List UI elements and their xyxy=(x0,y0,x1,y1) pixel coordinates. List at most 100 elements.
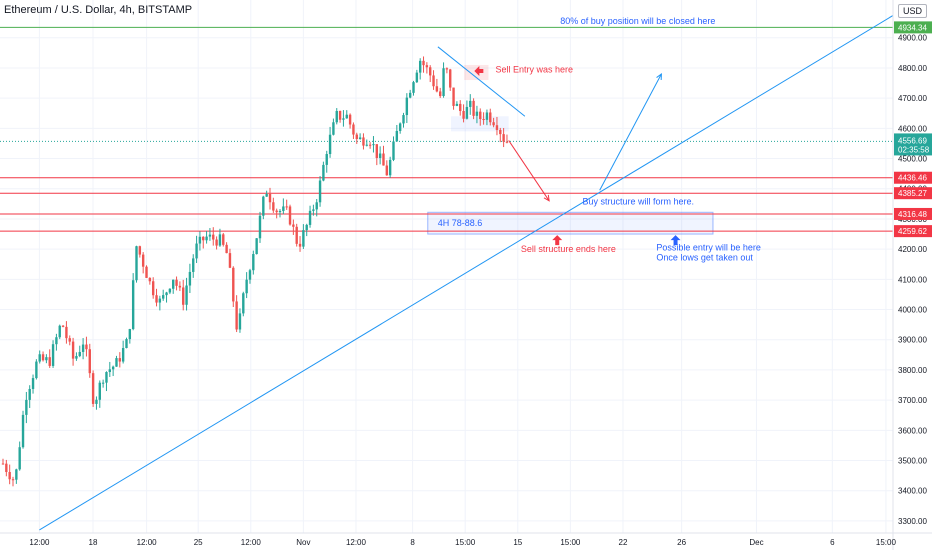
candle-body xyxy=(472,100,475,116)
candle-body xyxy=(308,210,312,225)
x-tick-label: 12:00 xyxy=(346,538,367,547)
candle-body xyxy=(285,206,288,208)
level-price-tag xyxy=(894,207,932,220)
candle-body xyxy=(218,234,222,246)
level-price-label: 4436.46 xyxy=(898,174,927,183)
candle-body xyxy=(248,270,252,280)
candle-body xyxy=(121,348,125,362)
candle-body xyxy=(298,243,302,247)
trendline xyxy=(508,140,550,202)
candle-body xyxy=(492,122,495,126)
candle-body xyxy=(462,110,465,119)
y-tick-label: 4600.00 xyxy=(898,124,927,133)
candle-body xyxy=(5,463,8,473)
candle-body xyxy=(158,298,162,303)
y-tick-label: 3700.00 xyxy=(898,396,927,405)
candle-body xyxy=(475,111,479,116)
y-tick-label: 4900.00 xyxy=(898,34,927,43)
candle-body xyxy=(489,112,492,123)
candle-body xyxy=(162,295,165,299)
candle-body xyxy=(55,337,58,345)
candle-body xyxy=(358,137,362,139)
candle-body xyxy=(252,254,255,271)
candle-body xyxy=(355,134,358,139)
candle-body xyxy=(479,111,482,120)
candle-body xyxy=(182,287,185,305)
candle-body xyxy=(318,180,322,203)
level-price-label: 4385.27 xyxy=(898,189,927,198)
x-tick-label: 8 xyxy=(410,538,415,547)
annotation-text: Sell Entry was here xyxy=(496,64,574,74)
x-tick-label: Dec xyxy=(749,538,763,547)
candle-body xyxy=(195,243,198,259)
countdown-label: 02:35:58 xyxy=(898,145,930,154)
candle-body xyxy=(95,399,98,404)
y-tick-label: 3900.00 xyxy=(898,336,927,345)
candle-body xyxy=(372,144,375,146)
candle-body xyxy=(435,86,439,92)
y-tick-label: 3300.00 xyxy=(898,517,927,526)
candle-body xyxy=(352,124,355,135)
x-tick-label: Nov xyxy=(296,538,310,547)
candle-body xyxy=(225,244,228,254)
candle-body xyxy=(45,357,48,361)
candle-body xyxy=(11,479,15,481)
candle-body xyxy=(61,325,65,327)
candle-body xyxy=(78,351,81,357)
candle-body xyxy=(215,239,218,246)
candle-body xyxy=(178,285,182,288)
candle-body xyxy=(111,366,115,370)
level-price-tag xyxy=(894,21,932,34)
x-tick-label: 15:00 xyxy=(876,538,897,547)
trendline xyxy=(437,46,526,117)
candle-body xyxy=(342,118,345,120)
candle-body xyxy=(1,463,5,465)
trendline xyxy=(599,73,662,191)
candle-body xyxy=(238,313,242,330)
candle-body xyxy=(258,215,262,239)
candle-body xyxy=(392,141,395,160)
candle-body xyxy=(212,234,215,240)
y-tick-label: 3600.00 xyxy=(898,426,927,435)
candle-body xyxy=(205,236,208,241)
fib-zone xyxy=(427,211,714,235)
x-tick-label: 22 xyxy=(619,538,628,547)
candle-body xyxy=(335,110,338,123)
level-price-tag xyxy=(894,187,932,200)
y-tick-label: 4200.00 xyxy=(898,245,927,254)
x-tick-label: 26 xyxy=(677,538,686,547)
candle-body xyxy=(422,60,425,66)
support-trendline xyxy=(39,7,907,531)
candles xyxy=(1,56,509,487)
candle-body xyxy=(398,123,402,131)
candle-body xyxy=(31,378,35,389)
candle-body xyxy=(322,164,325,181)
candle-body xyxy=(338,110,342,120)
level-price-tag xyxy=(894,225,932,238)
y-tick-label: 4500.00 xyxy=(898,155,927,164)
candle-body xyxy=(208,234,212,237)
candle-body xyxy=(118,358,122,362)
candle-body xyxy=(175,279,178,286)
currency-button[interactable]: USD xyxy=(898,4,928,18)
candle-body xyxy=(91,373,95,404)
last-price-tag xyxy=(894,133,932,156)
x-tick-label: 15:00 xyxy=(455,538,476,547)
candle-body xyxy=(442,68,445,97)
candle-body xyxy=(292,224,295,227)
annotation-text: 80% of buy position will be closed here xyxy=(560,16,715,26)
candle-body xyxy=(495,125,499,130)
candle-body xyxy=(278,210,282,213)
y-tick-label: 4000.00 xyxy=(898,306,927,315)
candle-body xyxy=(459,103,462,111)
annotation-text: Possible entry will be here xyxy=(656,243,761,253)
candle-body xyxy=(131,280,135,330)
candle-body xyxy=(418,60,422,73)
candle-body xyxy=(38,354,41,362)
level-price-label: 4934.34 xyxy=(898,23,927,32)
candle-body xyxy=(232,267,235,302)
y-tick-label: 4700.00 xyxy=(898,94,927,103)
x-tick-label: 12:00 xyxy=(137,538,158,547)
